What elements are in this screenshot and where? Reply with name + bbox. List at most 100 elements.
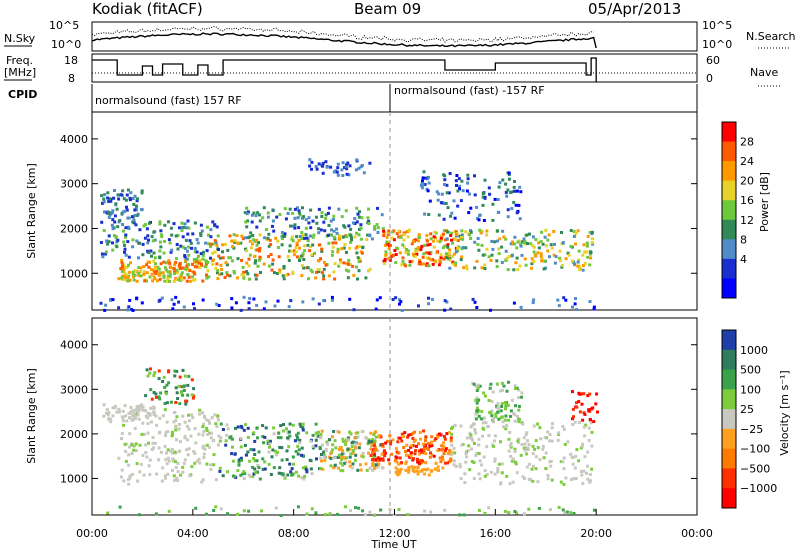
heatmap-cell bbox=[518, 185, 522, 189]
heatmap-cell bbox=[289, 299, 293, 303]
heatmap-cell bbox=[513, 384, 517, 388]
heatmap-cell bbox=[187, 275, 191, 279]
heatmap-cell bbox=[206, 269, 210, 273]
heatmap-cell bbox=[104, 252, 108, 256]
heatmap-cell bbox=[167, 459, 171, 463]
nsky-panel bbox=[91, 21, 698, 52]
heatmap-cell bbox=[505, 474, 509, 478]
nsky-trace bbox=[91, 32, 597, 49]
heatmap-cell bbox=[493, 197, 497, 201]
heatmap-cell bbox=[427, 251, 431, 255]
heatmap-cell bbox=[276, 436, 280, 440]
heatmap-cell bbox=[433, 439, 437, 442]
heatmap-cell bbox=[589, 251, 593, 255]
heatmap-cell bbox=[528, 232, 531, 236]
heatmap-cell bbox=[449, 457, 453, 461]
heatmap-cell bbox=[145, 368, 149, 372]
heatmap-cell bbox=[134, 408, 138, 412]
heatmap-cell bbox=[218, 439, 222, 443]
heatmap-cell bbox=[176, 461, 180, 465]
heatmap-cell bbox=[296, 452, 300, 456]
heatmap-cell bbox=[183, 222, 187, 226]
colorbar-segment bbox=[722, 180, 736, 201]
heatmap-cell bbox=[430, 444, 434, 448]
heatmap-cell bbox=[344, 505, 347, 509]
heatmap-cell bbox=[245, 212, 249, 216]
heatmap-cell bbox=[276, 239, 280, 243]
heatmap-cell bbox=[183, 458, 187, 462]
heatmap-cell bbox=[407, 433, 411, 437]
heatmap-cell bbox=[586, 234, 590, 238]
heatmap-cell bbox=[483, 267, 487, 271]
heatmap-cell bbox=[339, 469, 343, 473]
heatmap-cell bbox=[200, 229, 204, 233]
heatmap-cell bbox=[171, 307, 175, 311]
heatmap-cell bbox=[111, 248, 115, 252]
heatmap-cell bbox=[302, 258, 306, 261]
heatmap-cell bbox=[247, 509, 251, 513]
heatmap-cell bbox=[350, 236, 353, 240]
heatmap-cell bbox=[269, 253, 273, 256]
heatmap-cell bbox=[319, 466, 323, 470]
heatmap-cell bbox=[106, 191, 110, 195]
heatmap-cell bbox=[221, 250, 224, 254]
y-tick-label: 3000 bbox=[60, 383, 88, 396]
heatmap-cell bbox=[504, 237, 508, 241]
heatmap-cell bbox=[592, 307, 596, 311]
heatmap-cell bbox=[172, 420, 176, 424]
y-tick-label: 4000 bbox=[60, 339, 88, 352]
heatmap-cell bbox=[356, 468, 360, 472]
heatmap-cell bbox=[139, 270, 143, 273]
heatmap-cell bbox=[120, 258, 124, 262]
heatmap-cell bbox=[569, 245, 573, 248]
heatmap-cell bbox=[377, 434, 381, 438]
heatmap-cell bbox=[458, 462, 462, 466]
heatmap-cell bbox=[432, 239, 435, 243]
heatmap-cell bbox=[272, 466, 276, 470]
heatmap-cell bbox=[230, 239, 234, 243]
heatmap-cell bbox=[430, 453, 434, 457]
heatmap-cell bbox=[254, 277, 258, 281]
heatmap-cell bbox=[169, 265, 173, 269]
colorbar-tick-label: −500 bbox=[740, 462, 770, 475]
heatmap-cell bbox=[278, 213, 282, 216]
heatmap-cell bbox=[425, 187, 429, 191]
heatmap-cell bbox=[153, 277, 157, 281]
heatmap-cell bbox=[314, 438, 318, 442]
heatmap-cell bbox=[140, 208, 144, 212]
heatmap-cell bbox=[346, 438, 350, 442]
heatmap-cell bbox=[401, 260, 405, 263]
heatmap-cell bbox=[137, 256, 140, 260]
heatmap-cell bbox=[157, 458, 161, 462]
heatmap-cell bbox=[288, 422, 292, 426]
heatmap-cell bbox=[349, 432, 353, 436]
heatmap-cell bbox=[301, 300, 305, 304]
heatmap-cell bbox=[319, 257, 323, 261]
heatmap-cell bbox=[107, 199, 111, 203]
heatmap-cell bbox=[176, 397, 180, 400]
heatmap-cell bbox=[258, 219, 262, 223]
colorbar-segment bbox=[722, 349, 736, 371]
heatmap-cell bbox=[275, 272, 279, 275]
heatmap-cell bbox=[562, 482, 566, 486]
heatmap-cell bbox=[329, 219, 333, 223]
heatmap-cell bbox=[233, 239, 237, 243]
heatmap-cell bbox=[483, 511, 487, 515]
heatmap-cell bbox=[475, 406, 479, 410]
heatmap-cell bbox=[364, 462, 368, 466]
heatmap-cell bbox=[159, 391, 163, 395]
heatmap-cell bbox=[531, 301, 535, 305]
heatmap-cell bbox=[473, 427, 477, 431]
heatmap-cell bbox=[152, 374, 156, 378]
heatmap-cell bbox=[257, 258, 261, 262]
heatmap-cell bbox=[342, 452, 346, 456]
heatmap-cell bbox=[319, 456, 323, 460]
heatmap-cell bbox=[185, 264, 189, 268]
heatmap-cell bbox=[154, 512, 158, 516]
heatmap-cell bbox=[178, 261, 182, 265]
heatmap-cell bbox=[588, 392, 592, 396]
heatmap-cell bbox=[109, 199, 113, 203]
heatmap-cell bbox=[157, 446, 161, 450]
heatmap-cell bbox=[198, 258, 202, 262]
heatmap-cell bbox=[351, 462, 355, 466]
